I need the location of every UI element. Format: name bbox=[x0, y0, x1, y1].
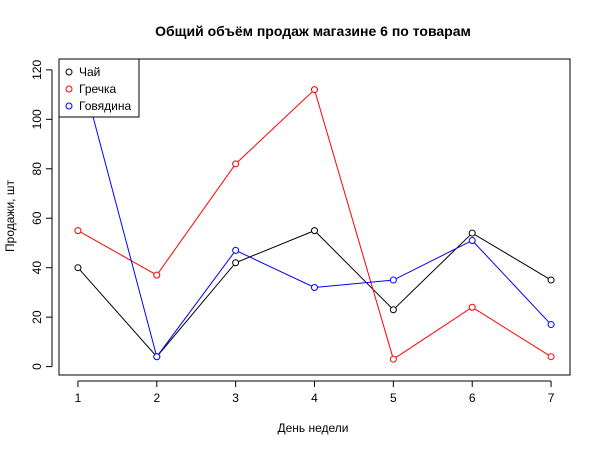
data-point bbox=[311, 283, 318, 291]
y-tick-label: 120 bbox=[30, 60, 44, 80]
series-Гречка bbox=[74, 86, 555, 363]
x-tick-label: 5 bbox=[390, 391, 397, 405]
y-tick-label: 40 bbox=[30, 261, 44, 275]
series-Чай bbox=[74, 227, 555, 361]
data-point bbox=[389, 276, 397, 284]
plot-frame bbox=[58, 58, 571, 376]
data-point bbox=[153, 271, 161, 279]
data-point bbox=[547, 321, 555, 329]
legend-label: Чай bbox=[79, 65, 100, 79]
axes: 1 2 3 4 5 6 7 0 20 40 60 80 100 120 bbox=[30, 58, 571, 405]
legend: Чай Гречка Говядина bbox=[58, 58, 140, 118]
data-point bbox=[389, 355, 397, 363]
data-point bbox=[389, 306, 397, 314]
data-point bbox=[232, 246, 240, 254]
x-tick-label: 3 bbox=[232, 391, 239, 405]
data-point bbox=[547, 276, 555, 284]
y-tick-label: 80 bbox=[30, 162, 44, 176]
data-point bbox=[468, 229, 476, 237]
y-tick-label: 0 bbox=[30, 363, 44, 370]
y-axis-label: Продажи, шт bbox=[3, 180, 17, 252]
data-point bbox=[153, 353, 161, 361]
x-tick-label: 2 bbox=[153, 391, 160, 405]
y-tick-label: 100 bbox=[30, 109, 44, 129]
data-point bbox=[74, 264, 82, 272]
data-point bbox=[311, 86, 318, 94]
x-tick-label: 7 bbox=[548, 391, 555, 405]
data-point bbox=[232, 160, 240, 168]
data-point bbox=[468, 303, 476, 311]
y-tick-label: 60 bbox=[30, 211, 44, 225]
x-tick-label: 1 bbox=[75, 391, 82, 405]
data-point bbox=[547, 353, 555, 361]
series-line bbox=[77, 88, 552, 360]
data-point bbox=[74, 227, 82, 235]
chart-title: Общий объём продаж магазине 6 по товарам bbox=[155, 23, 471, 39]
data-point bbox=[468, 236, 476, 244]
data-point bbox=[232, 259, 240, 267]
data-point bbox=[311, 227, 318, 235]
legend-marker bbox=[65, 102, 73, 110]
plot-area bbox=[74, 59, 555, 363]
series-Говядина bbox=[74, 59, 555, 361]
x-tick-label: 6 bbox=[469, 391, 476, 405]
legend-marker bbox=[65, 85, 73, 93]
x-axis-label: День недели bbox=[277, 421, 348, 435]
x-tick-label: 4 bbox=[311, 391, 318, 405]
y-tick-label: 20 bbox=[30, 310, 44, 324]
legend-label: Гречка bbox=[79, 82, 117, 96]
legend-marker bbox=[65, 68, 73, 76]
legend-label: Говядина bbox=[79, 99, 131, 113]
